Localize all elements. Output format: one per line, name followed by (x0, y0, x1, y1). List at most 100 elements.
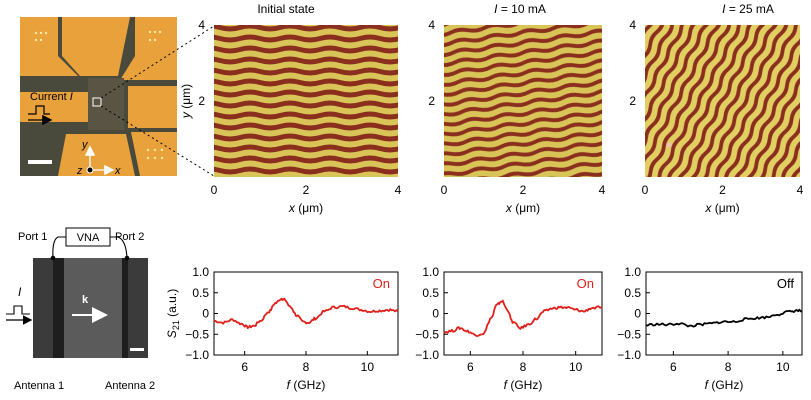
gap-right (122, 258, 128, 358)
x-axis-label: f (GHz) (705, 378, 744, 392)
mfm-axes-panel-1: 0 2 4 2 4 x (μm) y (μm) (179, 18, 402, 215)
y-tick-label: 1.0 (624, 265, 641, 279)
x-tick-label: 10 (361, 360, 375, 374)
y-tick-label: 2 (198, 94, 205, 108)
x-tick-label: 2 (303, 183, 310, 197)
y-axis-label: S21 (a.u.) (165, 289, 181, 338)
pad-bottom-right (131, 132, 177, 176)
pad-top-right (120, 17, 177, 80)
cable-port1 (52, 236, 66, 259)
x-tick-label: 0 (441, 183, 448, 197)
x-tick-label: 8 (520, 360, 527, 374)
y-tick-label: 2 (629, 94, 636, 108)
port2-label: Port 2 (115, 231, 144, 243)
plot-frame (213, 271, 399, 356)
x-tick-label: 8 (303, 360, 310, 374)
mfm-panel-title: I = 10 mA (494, 2, 546, 16)
y-tick-label: 1.0 (422, 265, 439, 279)
antenna1-label: Antenna 1 (14, 380, 64, 392)
x-axis-label: x (μm) (505, 201, 540, 215)
marker-dots (34, 30, 164, 160)
device-image: VNA Port 1 Port 2 I k Antenna 1 Antenna … (6, 227, 155, 392)
x-axis-label: x (μm) (704, 201, 739, 215)
series-line (443, 299, 603, 338)
coordinate-axes: y z x (76, 139, 121, 177)
y-tick-label: −1.0 (415, 348, 439, 362)
z-axis-dot-icon (86, 166, 94, 174)
scan-region-box (92, 97, 102, 107)
x-tick-label: 4 (395, 183, 402, 197)
device-current-label: I (18, 285, 22, 299)
cable-port2 (110, 236, 128, 259)
port1-dot-icon (50, 255, 56, 261)
mfm-image (444, 25, 602, 177)
current-label: Current I (30, 91, 73, 103)
pad-left (20, 92, 90, 122)
y-tick-label: 0 (634, 307, 641, 321)
device-scale-bar (130, 348, 144, 351)
gap-left (53, 258, 64, 358)
x-tick-label: 8 (725, 360, 732, 374)
x-tick-label: 10 (776, 360, 790, 374)
mfm-axes: 0 2 4 2 4 x (μm) y (μm) 0 2 4 2 4 x (μm) 0 2 4 2 4 x (μm) (179, 18, 804, 215)
x-tick-label: 6 (241, 360, 248, 374)
device-pulse-icon (6, 305, 30, 315)
chart-3: −1.0 −0.5 0 0.5 1.0 6 8 10 Off f (GHz) (617, 265, 803, 392)
y-tick-label: 4 (198, 18, 205, 32)
x-tick-label: 4 (797, 183, 804, 197)
y-axis-label: y (μm) (179, 84, 193, 119)
mfm-panel-1: Initial state (214, 2, 398, 177)
state-annotation: On (373, 276, 390, 291)
scale-bar (28, 160, 52, 164)
x-axis-label: f (GHz) (504, 378, 543, 392)
state-annotation: On (577, 276, 594, 291)
y-tick-label: 4 (629, 18, 636, 32)
x-tick-label: 10 (569, 360, 583, 374)
y-tick-label: 0 (202, 307, 209, 321)
x-tick-label: 6 (670, 360, 677, 374)
y-tick-label: −1.0 (617, 348, 641, 362)
vna-label: VNA (77, 232, 100, 244)
k-label: k (82, 294, 89, 306)
mfm-panel-3: I = 25 mA (645, 2, 800, 177)
zoom-line-top (100, 25, 215, 99)
y-tick-label: 0.5 (422, 286, 439, 300)
mfm-panel-title: Initial state (257, 2, 315, 16)
mfm-panel-title: I = 25 mA (722, 2, 774, 16)
axis-y-label: y (81, 139, 89, 151)
y-tick-label: −0.5 (415, 327, 439, 341)
y-tick-label: −0.5 (617, 327, 641, 341)
x-tick-label: 4 (599, 183, 606, 197)
mfm-axes-panel-3: 0 2 4 2 4 x (μm) (629, 18, 803, 215)
axis-x-label: x (114, 165, 121, 177)
defect-spot (666, 142, 672, 148)
series-line (645, 308, 803, 328)
pad-top-left (20, 17, 78, 76)
pad-right (128, 86, 177, 128)
y-tick-label: 0.5 (624, 286, 641, 300)
x-axis-label: x (μm) (288, 201, 323, 215)
mfm-image (645, 25, 800, 177)
y-tick-label: 0.5 (192, 286, 209, 300)
x-tick-label: 0 (642, 183, 649, 197)
x-tick-label: 2 (719, 183, 726, 197)
pulse-icon (28, 105, 50, 115)
y-tick-label: −0.5 (185, 327, 209, 341)
x-tick-label: 2 (520, 183, 527, 197)
mfm-image (214, 25, 398, 177)
mfm-panel-2: I = 10 mA (444, 2, 602, 177)
s21-charts: −1.0 −0.5 0 0.5 1.0 6 8 10 On f (GHz) S21 (a.u.) −1… (165, 265, 803, 392)
antenna-2-strip (128, 258, 148, 358)
x-tick-label: 0 (211, 183, 218, 197)
state-annotation: Off (777, 276, 794, 291)
film-region (64, 258, 122, 358)
y-tick-label: 1.0 (192, 265, 209, 279)
port1-label: Port 1 (18, 231, 47, 243)
antenna-1-strip (33, 258, 53, 358)
chart-1: −1.0 −0.5 0 0.5 1.0 6 8 10 On f (GHz) S21 (a.u.) (165, 265, 399, 392)
zoom-line-bottom (100, 105, 215, 177)
axis-z-label: z (76, 165, 83, 177)
y-tick-label: −1.0 (185, 348, 209, 362)
y-tick-label: 4 (428, 18, 435, 32)
